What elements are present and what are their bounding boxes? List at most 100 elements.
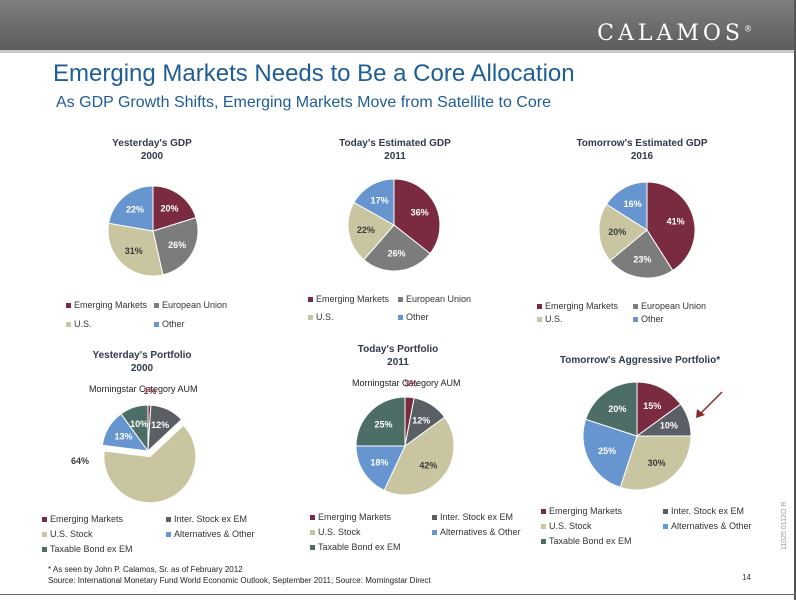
legend-label: Alternatives & Other <box>440 527 521 537</box>
chart-title-today-portfolio: Today's Portfolio 2011 <box>318 343 478 369</box>
legend-item: Alternatives & Other <box>663 521 752 531</box>
legend-item: U.S. Stock <box>310 527 361 537</box>
pie-slice-european-union <box>609 229 674 279</box>
chart-subtitle-yesterday-portfolio: Morningstar Category AUM <box>89 384 198 394</box>
legend-label: U.S. <box>74 319 92 329</box>
legend-swatch <box>541 538 546 544</box>
chart-title-line2: 2000 <box>130 363 154 374</box>
legend-label: Alternatives & Other <box>671 521 752 531</box>
chart-title-line1: Yesterday's Portfolio <box>92 350 192 361</box>
legend-item: Other <box>633 314 664 324</box>
chart-title-line2: 2011 <box>387 357 409 368</box>
pie-slice-european-union <box>152 217 199 276</box>
legend-label: Taxable Bond ex EM <box>318 542 401 552</box>
pie-chart-tomorrow-gdp: 41% 23% 20% 16% <box>598 181 696 279</box>
legend-item: Emerging Markets <box>308 294 389 304</box>
pie-data-label: 20% <box>608 404 626 414</box>
legend-swatch <box>42 531 47 537</box>
pie-slice-alternatives-other <box>355 445 406 492</box>
footer-divider <box>0 594 796 595</box>
legend-label: Emerging Markets <box>74 300 148 310</box>
pie-data-label: 20% <box>161 204 179 214</box>
chart-title-line2: 2016 <box>630 151 654 162</box>
pie-chart-yesterday-portfolio: 1% 12% 64% 13% 10% <box>71 386 197 504</box>
pie-data-label: 30% <box>648 458 666 468</box>
pie-slice-other <box>353 178 395 226</box>
chart-title-tomorrow-portfolio: Tomorrow's Aggressive Portfolio* <box>540 354 740 367</box>
legend-swatch <box>310 544 315 550</box>
page-title: Emerging Markets Needs to Be a Core Allo… <box>53 60 575 87</box>
pie-data-label: 13% <box>114 431 132 441</box>
legend-item: U.S. <box>66 319 92 329</box>
legend-item: European Union <box>633 301 706 311</box>
calamos-logo: CALAMOS® <box>597 21 752 46</box>
legend-label: Other <box>162 319 185 329</box>
legend-item: Emerging Markets <box>66 300 147 310</box>
legend-item: U.S. Stock <box>541 521 592 531</box>
legend-swatch <box>432 529 437 535</box>
pie-slice-emerging-markets <box>152 185 197 232</box>
chart-title-line1: Tomorrow's Estimated GDP <box>576 138 708 149</box>
legend-item: Taxable Bond ex EM <box>541 536 632 546</box>
pie-data-label: 10% <box>660 421 678 431</box>
legend-swatch <box>42 546 47 552</box>
legend-item: Emerging Markets <box>310 512 391 522</box>
legend-label: European Union <box>406 294 472 304</box>
legend-label: Emerging Markets <box>50 514 124 524</box>
header-bar: CALAMOS® <box>0 0 796 50</box>
pie-data-label: 26% <box>168 240 186 250</box>
arrow-icon <box>696 391 723 418</box>
pie-slice-european-union <box>363 224 431 272</box>
pie-chart-yesterday-gdp: 20% 26% 31% 22% <box>107 185 199 277</box>
footnote: * As seen by John P. Calamos, Sr. as of … <box>48 565 243 574</box>
legend-swatch <box>541 508 546 514</box>
pie-slice-other <box>605 181 648 231</box>
legend-swatch <box>310 514 315 520</box>
legend-item: Emerging Markets <box>541 506 622 516</box>
legend-label: Emerging Markets <box>318 512 392 522</box>
legend-label: Inter. Stock ex EM <box>174 514 248 524</box>
pie-slice-u-s-stock <box>619 435 692 491</box>
chart-title-line1: Yesterday's GDP <box>112 138 192 149</box>
legend-label: U.S. Stock <box>318 527 361 537</box>
pie-slice-alternatives-other <box>582 418 638 488</box>
legend-label: Inter. Stock ex EM <box>671 506 745 516</box>
legend-swatch <box>633 316 638 322</box>
pie-data-label: 25% <box>375 420 393 430</box>
pie-data-label: 31% <box>125 246 143 256</box>
chart-title-line1: Today's Portfolio <box>357 344 439 355</box>
legend-swatch <box>541 523 546 529</box>
pie-data-label: 25% <box>598 446 616 456</box>
legend-item: Alternatives & Other <box>432 527 521 537</box>
pie-slice-taxable-bond-ex-em <box>120 404 149 453</box>
legend-swatch <box>432 514 437 520</box>
pie-slice-other <box>108 185 154 232</box>
pie-slice-emerging-markets <box>393 178 441 255</box>
pie-slice-inter-stock-ex-em <box>147 404 183 453</box>
source-note: Source: International Monetary Fund Worl… <box>48 576 431 585</box>
legend-swatch <box>154 321 159 327</box>
legend-label: Emerging Markets <box>545 301 619 311</box>
chart-title-line1: Tomorrow's Aggressive Portfolio* <box>559 355 721 366</box>
pie-chart-today-gdp: 36% 26% 22% 17% <box>347 178 441 272</box>
pie-slice-u-s-stock <box>383 416 455 496</box>
legend-swatch <box>154 302 159 308</box>
right-border <box>794 0 796 600</box>
legend-swatch <box>663 508 668 514</box>
chart-title-line2: 2011 <box>384 151 406 162</box>
pie-slice-taxable-bond-ex-em <box>585 381 638 437</box>
pie-data-label: 10% <box>130 419 148 429</box>
legend-item: Taxable Bond ex EM <box>42 544 133 554</box>
legend-label: Inter. Stock ex EM <box>440 512 514 522</box>
pie-data-label: 23% <box>633 254 651 264</box>
pie-data-label: 1% <box>143 386 156 396</box>
chart-title-tomorrow-gdp: Tomorrow's Estimated GDP 2016 <box>552 137 732 163</box>
chart-title-line1: Today's Estimated GDP <box>339 138 451 149</box>
registered-mark: ® <box>744 24 752 34</box>
legend-item: Inter. Stock ex EM <box>663 506 744 516</box>
pie-data-label: 41% <box>667 217 685 227</box>
legend-item: Inter. Stock ex EM <box>432 512 513 522</box>
chart-subtitle-today-portfolio: Morningstar Category AUM <box>352 378 461 388</box>
legend-item: Emerging Markets <box>42 514 123 524</box>
header-divider <box>0 50 796 53</box>
